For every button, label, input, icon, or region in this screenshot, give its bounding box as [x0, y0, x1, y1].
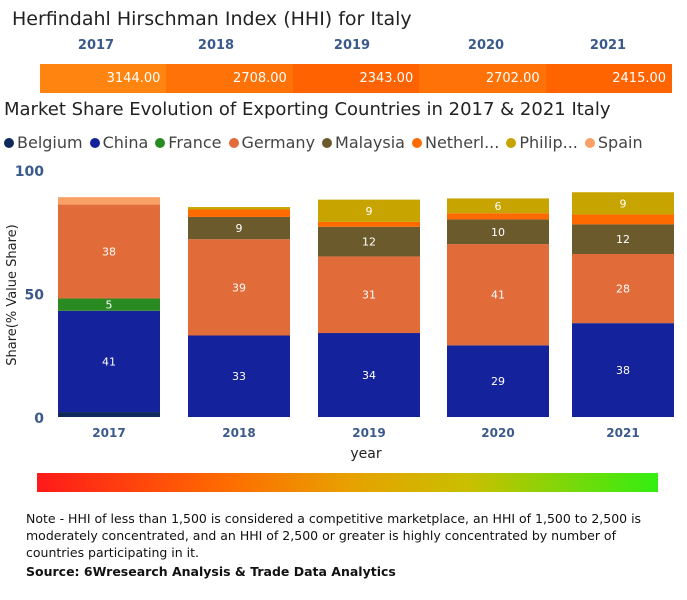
bar-segment[interactable]	[318, 226, 420, 257]
x-tick-label: 2018	[222, 426, 255, 440]
legend-item[interactable]: Spain	[584, 133, 643, 152]
legend-label: China	[102, 133, 149, 152]
bar-segment[interactable]	[447, 345, 549, 417]
hhi-value: 2343.00	[292, 64, 420, 93]
bar-segment[interactable]	[188, 207, 290, 210]
legend-item[interactable]: China	[89, 133, 149, 152]
bar-segment[interactable]	[58, 204, 160, 299]
legend-dot-icon	[228, 137, 239, 148]
bar-segment[interactable]	[188, 216, 290, 240]
bar-segment[interactable]	[318, 199, 420, 222]
data-label: 34	[362, 369, 376, 382]
bar-segment[interactable]	[572, 224, 674, 254]
bar-segment[interactable]	[572, 253, 674, 324]
legend-item[interactable]: Netherl...	[411, 133, 500, 152]
data-label: 9	[620, 197, 627, 210]
bar-segment[interactable]	[447, 244, 549, 346]
legend-label: Philip...	[519, 133, 578, 152]
data-label: 12	[616, 233, 630, 246]
legend-label: Spain	[597, 133, 643, 152]
bar-segment[interactable]	[318, 256, 420, 334]
data-label: 31	[362, 289, 376, 302]
bar-segment[interactable]	[58, 298, 160, 311]
bar-segment[interactable]	[447, 219, 549, 245]
y-tick-label: 50	[25, 288, 45, 304]
data-label: 28	[616, 283, 630, 296]
data-label: 41	[102, 355, 116, 368]
hhi-year: 2019	[333, 38, 371, 53]
data-label: 29	[491, 375, 505, 388]
legend-label: Belgium	[17, 133, 83, 152]
note-text: Note - HHI of less than 1,500 is conside…	[26, 511, 642, 560]
legend: Belgium China France Germany Malaysia Netherl…	[4, 133, 643, 152]
bar-segment[interactable]	[318, 221, 420, 227]
bar-segment[interactable]	[58, 310, 160, 413]
x-axis-label: year	[350, 446, 381, 462]
legend-item[interactable]: Malaysia	[322, 133, 405, 152]
hhi-year: 2021	[589, 38, 627, 53]
legend-item[interactable]: Belgium	[4, 133, 83, 152]
hhi-year: 2017	[77, 38, 115, 53]
hhi-value: 2708.00	[166, 64, 293, 93]
data-label: 41	[491, 289, 505, 302]
legend-dot-icon	[4, 137, 14, 148]
chart-title: Market Share Evolution of Exporting Coun…	[4, 99, 611, 120]
hhi-bar: 3144.00 2708.00 2343.00 2702.00 2415.00	[40, 64, 673, 93]
legend-dot-icon	[584, 137, 595, 148]
data-label: 5	[106, 299, 113, 312]
hhi-title: Herfindahl Hirschman Index (HHI) for Ita…	[12, 8, 412, 30]
y-axis-label: Share(% Value Share)	[5, 224, 20, 366]
data-label: 12	[362, 236, 376, 249]
legend-label: France	[168, 133, 222, 152]
legend-item[interactable]: Philip...	[506, 133, 578, 152]
bar-segment[interactable]	[58, 412, 160, 417]
bar-segment[interactable]	[572, 323, 674, 417]
bar-segment[interactable]	[58, 197, 160, 205]
data-label: 10	[491, 226, 505, 239]
bar-segment[interactable]	[572, 192, 674, 215]
data-label: 39	[232, 281, 246, 294]
legend-label: Netherl...	[424, 133, 500, 152]
source-text: Source: 6Wresearch Analysis & Trade Data…	[26, 564, 396, 579]
data-label: 9	[366, 205, 373, 218]
hhi-year: 2020	[467, 38, 505, 53]
hhi-value: 2415.00	[545, 64, 673, 93]
bar-segment[interactable]	[188, 209, 290, 217]
hhi-year: 2018	[197, 38, 235, 53]
x-tick-label: 2019	[352, 426, 385, 440]
hhi-color-scale	[37, 473, 658, 492]
data-label: 9	[236, 222, 243, 235]
x-tick-label: 2020	[481, 426, 514, 440]
data-label: 38	[102, 246, 116, 259]
x-tick-label: 2021	[606, 426, 639, 440]
bar-segment[interactable]	[572, 214, 674, 225]
legend-dot-icon	[89, 137, 100, 148]
legend-dot-icon	[506, 137, 517, 148]
bar-segment[interactable]	[447, 213, 549, 220]
data-label: 33	[232, 370, 246, 383]
bar-segment[interactable]	[188, 239, 290, 336]
legend-item[interactable]: France	[155, 133, 222, 152]
y-tick-label: 100	[15, 164, 44, 180]
bar-segment[interactable]	[188, 335, 290, 417]
legend-dot-icon	[411, 137, 422, 148]
x-tick-label: 2017	[92, 426, 125, 440]
legend-item[interactable]: Germany	[228, 133, 316, 152]
stacked-bar-chart: 0 50 100 41 5 38 2017 33 39 9 2018 34 31 12 9 2019 29 41 1…	[5, 164, 674, 462]
legend-dot-icon	[155, 137, 166, 148]
legend-dot-icon	[322, 137, 333, 148]
data-label: 38	[616, 364, 630, 377]
data-label: 6	[495, 200, 502, 213]
legend-label: Germany	[241, 133, 316, 152]
legend-label: Malaysia	[335, 133, 405, 152]
bar-segment[interactable]	[447, 198, 549, 214]
y-tick-label: 0	[34, 411, 44, 427]
hhi-value: 2702.00	[419, 64, 546, 93]
hhi-value: 3144.00	[40, 64, 167, 93]
bar-segment[interactable]	[318, 333, 420, 417]
